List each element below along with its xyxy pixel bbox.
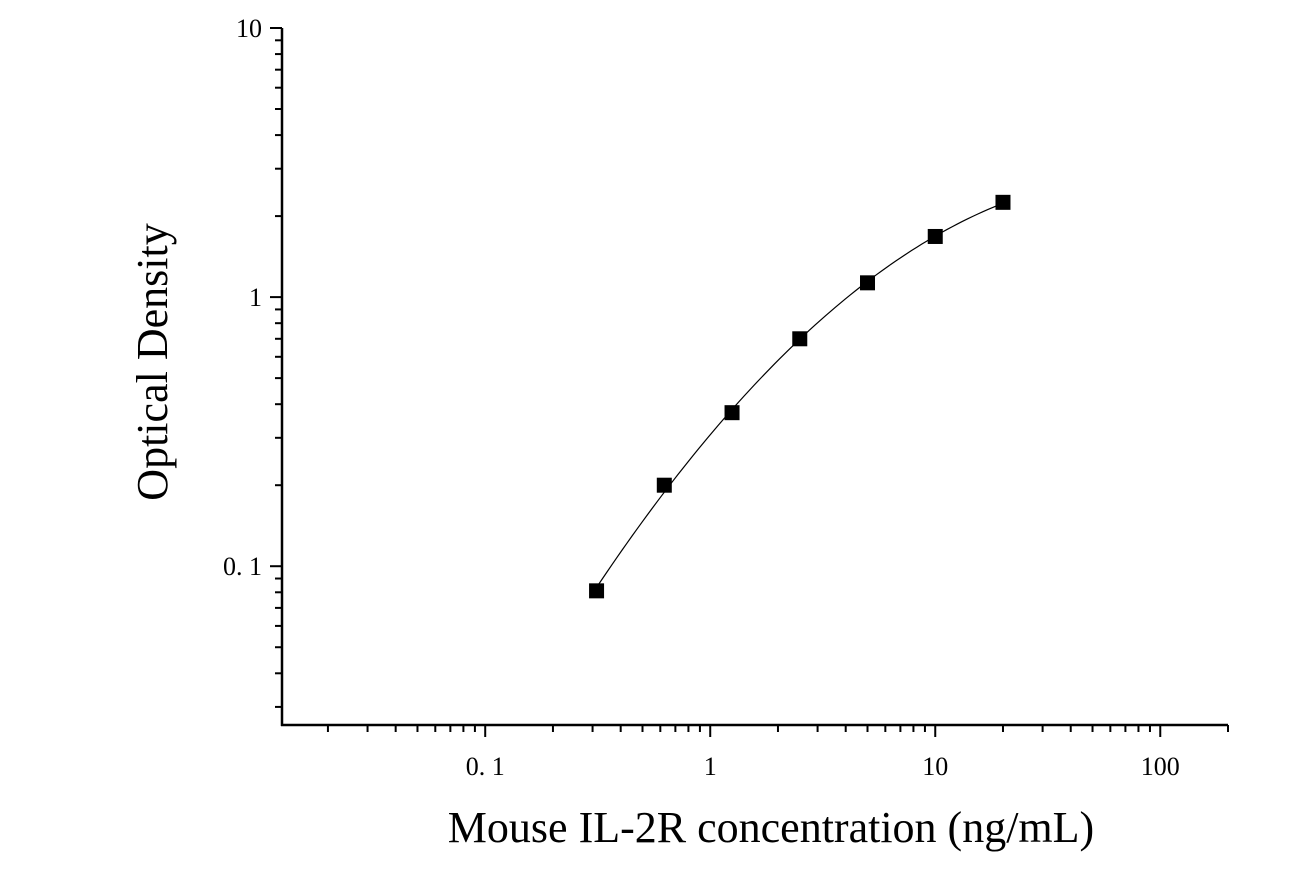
data-point xyxy=(656,477,672,493)
x-tick-label: 10 xyxy=(922,752,948,781)
fit-curve-layer xyxy=(596,202,1004,588)
data-points xyxy=(589,194,1011,599)
data-point xyxy=(860,275,876,291)
fit-curve xyxy=(596,202,1004,588)
data-point xyxy=(724,405,740,421)
x-axis-title: Mouse IL-2R concentration (ng/mL) xyxy=(448,803,1094,852)
data-point xyxy=(995,194,1011,210)
data-point xyxy=(792,331,808,347)
x-tick-label: 1 xyxy=(704,752,717,781)
data-point xyxy=(589,583,605,599)
y-tick-label: 1 xyxy=(249,283,262,312)
y-tick-label: 0. 1 xyxy=(223,552,262,581)
data-point xyxy=(927,228,943,244)
x-tick-label: 100 xyxy=(1141,752,1180,781)
y-tick-label: 10 xyxy=(236,14,262,43)
x-tick-label: 0. 1 xyxy=(466,752,505,781)
y-axis-title: Optical Density xyxy=(128,223,177,500)
axes: 0. 1 1 10 100 0. 1 1 10 xyxy=(223,14,1229,781)
